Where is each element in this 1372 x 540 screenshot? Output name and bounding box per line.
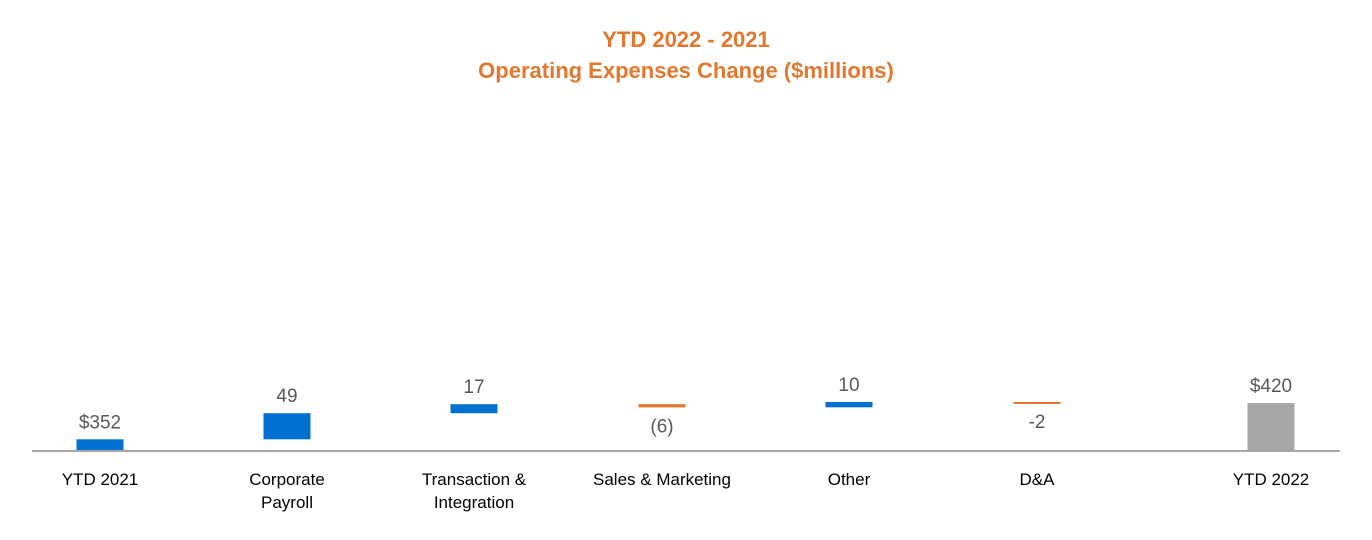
category-label-6-0: YTD 2022 <box>1233 470 1310 489</box>
category-label-2-0: Transaction & <box>422 470 527 489</box>
chart-title-line-2: Operating Expenses Change ($millions) <box>478 58 894 83</box>
bar-4 <box>825 402 873 408</box>
bar-3 <box>638 404 686 408</box>
labels-layer: $352 49 17 (6) 10 -2 $420 <box>79 375 1292 437</box>
bar-6 <box>1247 403 1295 451</box>
value-label-5: -2 <box>1029 412 1046 433</box>
chart-title: YTD 2022 - 2021 Operating Expenses Chang… <box>0 24 1372 86</box>
value-label-1: 49 <box>276 386 297 407</box>
category-label-4-0: Other <box>828 470 871 489</box>
value-label-2: 17 <box>463 377 484 398</box>
category-label-5-0: D&A <box>1020 470 1056 489</box>
bar-1 <box>263 413 311 440</box>
value-label-0: $352 <box>79 412 121 433</box>
bar-0 <box>76 439 124 451</box>
value-label-4: 10 <box>838 375 859 396</box>
category-label-2-1: Integration <box>434 493 514 512</box>
value-label-3: (6) <box>650 416 673 437</box>
category-labels: YTD 2021 Corporate Payroll Transaction & Int… <box>62 470 1310 512</box>
category-label-3-0: Sales & Marketing <box>593 470 731 489</box>
category-label-1-0: Corporate <box>249 470 325 489</box>
category-label-0-0: YTD 2021 <box>62 470 139 489</box>
bars-layer <box>76 402 1295 451</box>
bar-2 <box>450 404 498 414</box>
chart-title-line-1: YTD 2022 - 2021 <box>602 27 770 52</box>
category-label-1-1: Payroll <box>261 493 313 512</box>
value-label-6: $420 <box>1250 376 1292 397</box>
bar-5 <box>1013 402 1061 404</box>
